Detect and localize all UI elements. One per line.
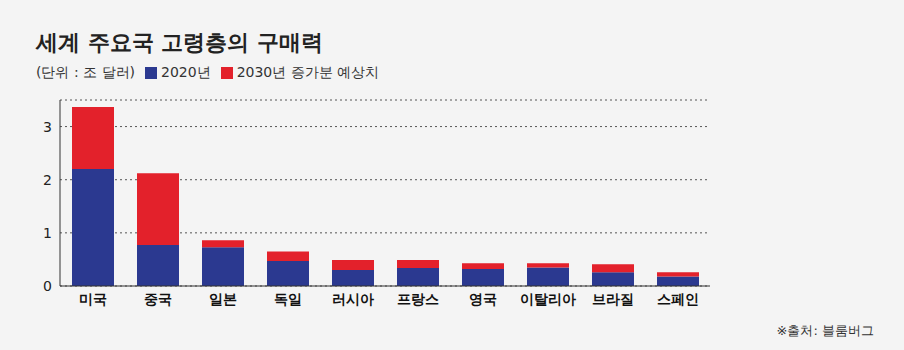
html-text:(단위 : 조 달러): (단위 : 조 달러) [36,64,135,80]
svg-text:일본: 일본 [209,291,237,307]
svg-text:이탈리아: 이탈리아 [520,291,576,307]
svg-text:스페인: 스페인 [657,291,699,307]
svg-text:0: 0 [43,278,52,294]
svg-text:프랑스: 프랑스 [397,291,439,307]
svg-text:1: 1 [43,225,52,241]
svg-text:2: 2 [43,172,52,188]
svg-text:미국: 미국 [79,291,107,307]
svg-text:3: 3 [43,119,52,135]
svg-text:브라질: 브라질 [592,291,634,307]
html-text:2030년 증가분 예상치: 2030년 증가분 예상치 [236,64,380,80]
svg-text:영국: 영국 [469,291,497,307]
svg-text:중국: 중국 [144,291,172,307]
svg-text:러시아: 러시아 [332,291,374,307]
html-text:※출처: 블룸버그: ※출처: 블룸버그 [776,323,874,338]
svg-text:독일: 독일 [274,291,302,307]
html-text:세계 주요국 고령층의 구매력: 세계 주요국 고령층의 구매력 [36,30,323,55]
html-text:2020년: 2020년 [161,64,211,80]
